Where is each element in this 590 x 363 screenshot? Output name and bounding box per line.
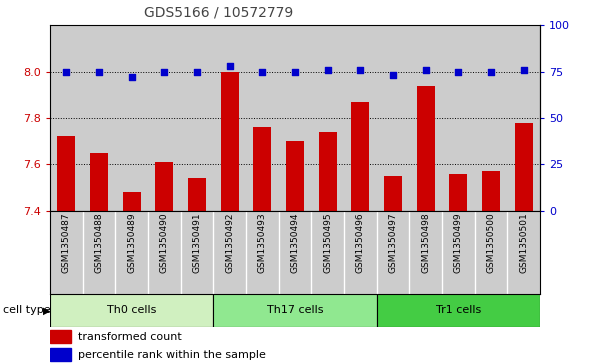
Point bbox=[519, 67, 528, 73]
Bar bbox=[286, 141, 304, 211]
Bar bbox=[319, 132, 337, 211]
Text: GSM1350490: GSM1350490 bbox=[160, 212, 169, 273]
Bar bbox=[221, 72, 239, 211]
Point bbox=[160, 69, 169, 75]
Point bbox=[192, 69, 202, 75]
Text: GSM1350488: GSM1350488 bbox=[94, 212, 104, 273]
Bar bbox=[449, 174, 467, 211]
Bar bbox=[57, 136, 76, 211]
Text: GSM1350494: GSM1350494 bbox=[290, 212, 300, 273]
Text: cell type: cell type bbox=[3, 305, 51, 315]
Point bbox=[62, 69, 71, 75]
Bar bbox=[50, 330, 71, 343]
Point bbox=[356, 67, 365, 73]
Text: GSM1350496: GSM1350496 bbox=[356, 212, 365, 273]
Text: GSM1350499: GSM1350499 bbox=[454, 212, 463, 273]
Point bbox=[127, 74, 136, 80]
Text: ▶: ▶ bbox=[43, 305, 51, 315]
Point bbox=[454, 69, 463, 75]
Text: GSM1350487: GSM1350487 bbox=[62, 212, 71, 273]
Text: GDS5166 / 10572779: GDS5166 / 10572779 bbox=[144, 5, 293, 20]
Text: GSM1350495: GSM1350495 bbox=[323, 212, 332, 273]
Text: GSM1350493: GSM1350493 bbox=[258, 212, 267, 273]
Point bbox=[258, 69, 267, 75]
Text: GSM1350501: GSM1350501 bbox=[519, 212, 528, 273]
Text: GSM1350491: GSM1350491 bbox=[192, 212, 202, 273]
Text: GSM1350497: GSM1350497 bbox=[388, 212, 398, 273]
Point bbox=[323, 67, 332, 73]
Point bbox=[388, 73, 398, 78]
Text: Th0 cells: Th0 cells bbox=[107, 305, 156, 315]
Text: GSM1350498: GSM1350498 bbox=[421, 212, 430, 273]
Text: Tr1 cells: Tr1 cells bbox=[435, 305, 481, 315]
Bar bbox=[123, 192, 141, 211]
Text: GSM1350492: GSM1350492 bbox=[225, 212, 234, 273]
Point bbox=[486, 69, 496, 75]
Text: Th17 cells: Th17 cells bbox=[267, 305, 323, 315]
Point bbox=[94, 69, 104, 75]
Text: GSM1350489: GSM1350489 bbox=[127, 212, 136, 273]
Bar bbox=[482, 171, 500, 211]
Bar bbox=[50, 348, 71, 361]
Bar bbox=[514, 123, 533, 211]
Text: GSM1350500: GSM1350500 bbox=[486, 212, 496, 273]
Bar bbox=[188, 178, 206, 211]
Bar bbox=[155, 162, 173, 211]
Bar bbox=[417, 86, 435, 211]
Point bbox=[421, 67, 430, 73]
Bar bbox=[253, 127, 271, 211]
Bar bbox=[376, 294, 540, 327]
Bar bbox=[90, 153, 108, 211]
Point bbox=[225, 63, 234, 69]
Bar bbox=[384, 176, 402, 211]
Text: transformed count: transformed count bbox=[77, 331, 181, 342]
Bar bbox=[351, 102, 369, 211]
Bar bbox=[214, 294, 376, 327]
Bar bbox=[50, 294, 214, 327]
Text: percentile rank within the sample: percentile rank within the sample bbox=[77, 350, 266, 360]
Point bbox=[290, 69, 300, 75]
